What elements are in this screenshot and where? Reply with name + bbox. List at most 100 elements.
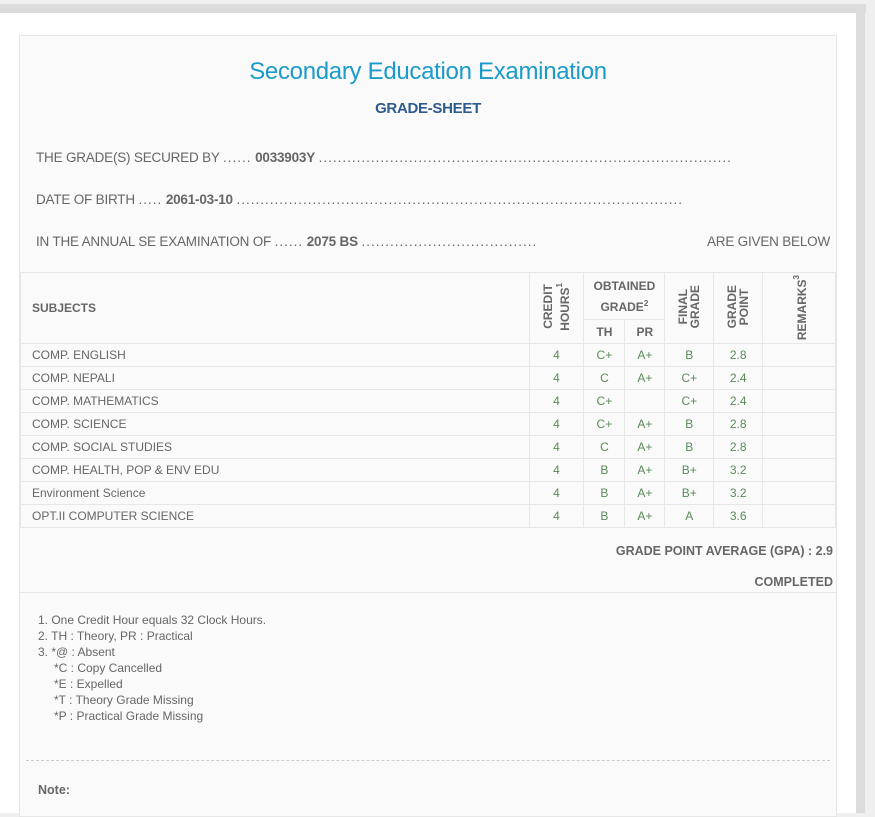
subject-cell: COMP. NEPALI [20,366,530,391]
exam-line: IN THE ANNUAL SE EXAMINATION OF ...... 2… [36,234,830,249]
result-status: COMPLETED [754,575,833,589]
final-grade-cell: B [664,412,715,437]
credit-cell: 4 [528,389,585,414]
table-row: COMP. NEPALI 4 C A+ C+ 2.4 [20,366,836,391]
subject-cell: COMP. SOCIAL STUDIES [20,435,530,460]
col-final-grade: FINAL GRADE [664,271,715,345]
grade-point-cell: 3.2 [713,481,764,506]
final-grade-cell: A [664,504,715,529]
grade-point-cell: 2.8 [713,412,764,437]
credit-cell: 4 [528,412,585,437]
subject-cell: COMP. HEALTH, POP & ENV EDU [20,458,530,483]
pr-grade-cell: A+ [624,435,666,460]
col-remarks: REMARKS3 [762,271,836,345]
note-label: Note: [38,783,70,797]
footnote: *C : Copy Cancelled [54,661,163,675]
credit-cell: 4 [528,343,585,368]
credit-cell: 4 [528,481,585,506]
subject-cell: COMP. ENGLISH [20,343,530,368]
pr-grade-cell: A+ [624,343,666,368]
table-row: COMP. ENGLISH 4 C+ A+ B 2.8 [20,343,836,368]
dob-line: DATE OF BIRTH ..... 2061-03-10 .........… [36,192,684,207]
col-grade-point: GRADE POINT [713,271,764,345]
th-grade-cell: B [583,458,626,483]
symbol-number: 0033903Y [255,150,316,165]
final-grade-cell: B+ [664,458,715,483]
credit-cell: 4 [528,366,585,391]
dashed-divider [26,760,830,761]
subject-cell: COMP. MATHEMATICS [20,389,530,414]
footnote: *P : Practical Grade Missing [54,709,204,723]
exam-suffix: ARE GIVEN BELOW [703,234,830,249]
dob-value: 2061-03-10 [165,192,233,207]
remarks-cell [762,343,836,368]
secured-by-line: THE GRADE(S) SECURED BY ...... 0033903Y … [36,150,732,165]
dob-label: DATE OF BIRTH [36,192,135,207]
footnote: 3. *@ : Absent [38,645,115,659]
grade-sheet-title: GRADE-SHEET [375,100,481,117]
th-grade-cell: B [583,481,626,506]
th-grade-cell: C [583,435,626,460]
pr-grade-cell: A+ [624,481,666,506]
credit-cell: 4 [528,458,585,483]
th-grade-cell: C [583,366,626,391]
footnote: *T : Theory Grade Missing [54,693,194,707]
grade-sheet: Secondary Education Examination GRADE-SH… [19,35,837,817]
col-th: TH [583,319,626,345]
table-row: OPT.II COMPUTER SCIENCE 4 B A+ A 3.6 [20,504,836,529]
footnote: 1. One Credit Hour equals 32 Clock Hours… [38,613,267,627]
table-row: COMP. SOCIAL STUDIES 4 C A+ B 2.8 [20,435,836,460]
final-grade-cell: C+ [664,366,715,391]
subject-cell: OPT.II COMPUTER SCIENCE [20,504,530,529]
table-row: Environment Science 4 B A+ B+ 3.2 [20,481,836,506]
pr-grade-cell: A+ [624,412,666,437]
final-grade-cell: B [664,343,715,368]
secured-label: THE GRADE(S) SECURED BY [36,150,220,165]
subject-cell: COMP. SCIENCE [20,412,530,437]
remarks-cell [762,458,836,483]
footnote: *E : Expelled [54,677,123,691]
col-credit-hours: CREDIT HOURS1 [528,271,585,345]
grade-point-cell: 2.8 [713,435,764,460]
th-grade-cell: B [583,504,626,529]
grades-table: SUBJECTS CREDIT HOURS1 OBTAINED GRADE2 FIN… [20,271,836,529]
th-grade-cell: C+ [583,412,626,437]
divider [20,592,836,593]
pr-grade-cell: A+ [624,458,666,483]
grade-point-cell: 2.4 [713,389,764,414]
credit-cell: 4 [528,435,585,460]
exam-label: IN THE ANNUAL SE EXAMINATION OF [36,234,272,249]
th-grade-cell: C+ [583,343,626,368]
exam-title: Secondary Education Examination [249,58,607,85]
grade-point-cell: 3.2 [713,458,764,483]
col-subjects: SUBJECTS [20,271,530,345]
table-row: COMP. HEALTH, POP & ENV EDU 4 B A+ B+ 3.2 [20,458,836,483]
pr-grade-cell: A+ [624,504,666,529]
final-grade-cell: B+ [664,481,715,506]
grade-point-cell: 2.4 [713,366,764,391]
top-band [0,4,866,13]
grade-point-cell: 3.6 [713,504,764,529]
footnotes: 1. One Credit Hour equals 32 Clock Hours… [38,612,266,724]
remarks-cell [762,504,836,529]
col-pr: PR [624,319,666,345]
col-obtained-grade: OBTAINED GRADE2 [583,271,666,321]
remarks-cell [762,389,836,414]
table-row: COMP. SCIENCE 4 C+ A+ B 2.8 [20,412,836,437]
th-grade-cell: C+ [583,389,626,414]
pr-grade-cell [624,389,666,414]
final-grade-cell: C+ [664,389,715,414]
footnote: 2. TH : Theory, PR : Practical [38,629,193,643]
remarks-cell [762,412,836,437]
remarks-cell [762,481,836,506]
remarks-cell [762,435,836,460]
grade-point-cell: 2.8 [713,343,764,368]
remarks-cell [762,366,836,391]
gpa: GRADE POINT AVERAGE (GPA) : 2.9 [615,544,833,558]
exam-year: 2075 BS [306,234,358,249]
credit-cell: 4 [528,504,585,529]
pr-grade-cell: A+ [624,366,666,391]
final-grade-cell: B [664,435,715,460]
subject-cell: Environment Science [20,481,530,506]
table-row: COMP. MATHEMATICS 4 C+ C+ 2.4 [20,389,836,414]
